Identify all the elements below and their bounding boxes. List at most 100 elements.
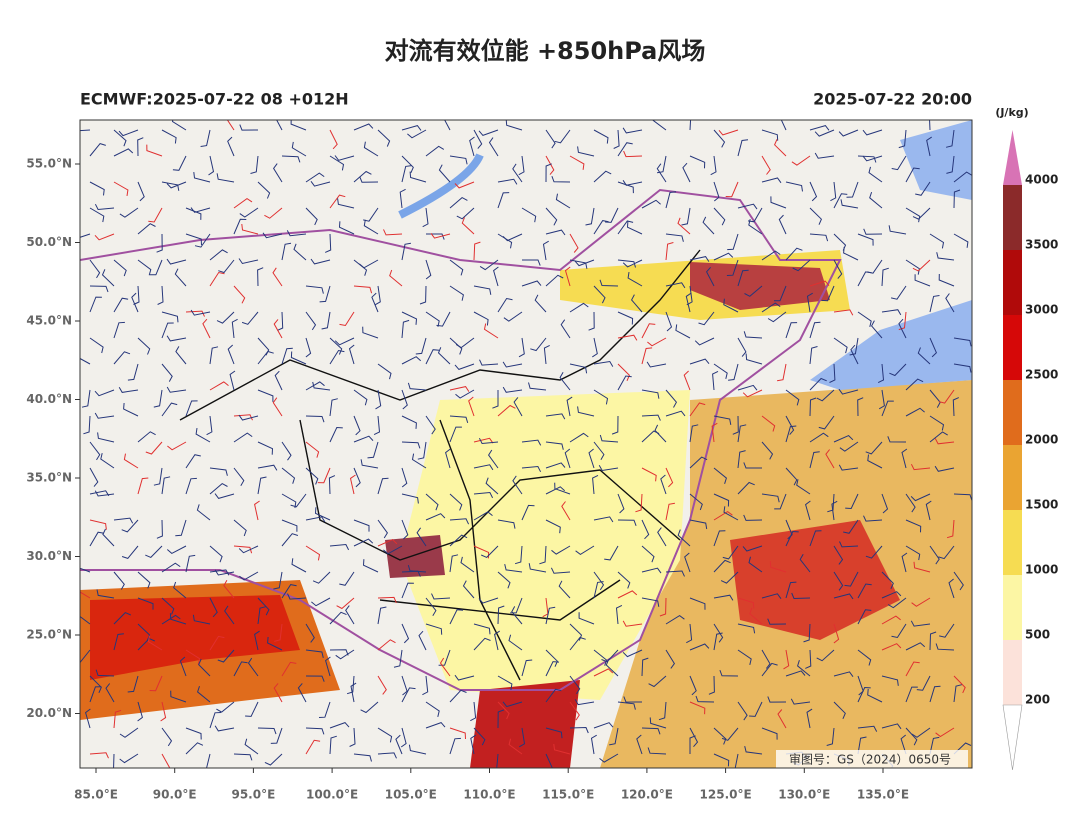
wind-barb: [593, 129, 609, 144]
lon-label: 130.0°E: [778, 788, 830, 802]
wind-barb: [497, 709, 505, 729]
wind-barb: [792, 259, 811, 272]
wind-barb: [438, 164, 451, 183]
wind-barb: [938, 273, 955, 287]
wind-barb: [161, 129, 177, 144]
wind-barb: [147, 635, 163, 651]
wind-barb: [377, 675, 387, 695]
wind-barb: [350, 682, 357, 703]
wind-barb: [377, 363, 392, 380]
wind-barb: [831, 500, 838, 521]
wind-barb: [166, 258, 187, 265]
wind-barb: [113, 321, 125, 339]
wind-barb: [881, 591, 902, 599]
wind-barb: [422, 207, 429, 228]
wind-barb: [617, 181, 634, 194]
wind-barb: [785, 415, 795, 435]
wind-barb: [665, 191, 677, 209]
wind-barb: [161, 727, 173, 747]
wind-barb: [393, 649, 403, 668]
wind-barb: [377, 596, 397, 604]
wind-barb: [473, 545, 490, 559]
wind-barb: [481, 545, 499, 558]
wind-barb: [593, 516, 614, 523]
wind-barb: [870, 320, 883, 339]
wind-barb: [636, 734, 643, 755]
wind-barb: [100, 452, 115, 469]
stamp-bg: [776, 750, 968, 768]
wind-barb: [805, 500, 811, 521]
wind-barb: [689, 597, 706, 610]
wind-barb: [218, 259, 235, 274]
wind-barb: [274, 623, 283, 642]
wind-barb: [174, 268, 187, 287]
wind-barb: [161, 311, 179, 323]
wind-barbs: [80, 120, 972, 768]
lat-label: 35.0°N: [26, 471, 72, 485]
wind-barb: [821, 285, 835, 302]
wind-barb: [689, 519, 708, 530]
wind-barb: [89, 207, 105, 223]
wind-barb: [654, 424, 667, 443]
wind-barb: [497, 297, 513, 313]
lake-baikal: [398, 153, 484, 219]
wind-barb: [725, 181, 739, 198]
lat-label: 45.0°N: [26, 314, 72, 328]
wind-barb: [479, 259, 499, 271]
wind-barb: [545, 688, 562, 703]
wind-barb: [521, 207, 537, 223]
wind-barb: [454, 181, 475, 189]
wind-barb: [723, 298, 739, 313]
wind-barb: [149, 259, 163, 276]
colorbar-segment: [1003, 575, 1022, 640]
map-stamp: 审图号：GS（2024）0650号: [789, 752, 951, 767]
wind-barb: [545, 274, 564, 287]
wind-barb: [593, 441, 605, 460]
wind-barb: [617, 311, 634, 325]
wind-barb: [946, 519, 955, 539]
wind-barb: [569, 636, 586, 651]
wind-barb: [857, 397, 864, 417]
wind-barb: [545, 163, 552, 183]
wind-barb: [627, 272, 643, 287]
wind-barb: [123, 453, 139, 469]
wind-barb: [305, 172, 325, 183]
wind-barb: [329, 611, 347, 625]
wind-barb: [257, 727, 277, 735]
wind-barb: [81, 389, 91, 408]
wind-barb: [291, 558, 307, 573]
wind-barb: [609, 727, 619, 746]
wind-barb: [682, 162, 691, 183]
wind-barb: [785, 425, 797, 443]
wind-barb: [80, 357, 91, 365]
wind-barb: [592, 474, 599, 495]
wind-barb: [287, 593, 307, 600]
wind-barb: [290, 351, 307, 365]
wind-barb: [185, 400, 198, 417]
wind-barb: [264, 207, 283, 219]
wind-barb: [113, 351, 131, 365]
colorbar: 4000 3500 3000 2500 2000 1500 1000 500 200: [1002, 130, 1058, 771]
wind-barb: [833, 309, 854, 316]
wind-barb: [346, 675, 355, 695]
wind-barb: [833, 571, 844, 591]
wind-barb: [119, 727, 139, 738]
wind-barb: [777, 709, 787, 729]
wind-barb: [905, 167, 920, 183]
wind-barb: [737, 384, 758, 391]
wind-barb: [656, 163, 667, 183]
wind-barb: [518, 155, 525, 176]
wind-barb: [473, 511, 493, 521]
wind-barb: [857, 583, 872, 599]
wind-barb: [175, 346, 187, 365]
wind-barb: [617, 142, 633, 157]
wind-barb: [829, 363, 836, 383]
wind-barb: [504, 563, 523, 573]
wind-barb: [665, 467, 674, 488]
wind-barb: [797, 660, 811, 677]
wind-barb: [80, 233, 91, 238]
wind-barb: [773, 285, 787, 302]
wind-barb: [473, 491, 494, 499]
wind-barb: [534, 294, 547, 313]
wind-barb: [192, 614, 211, 625]
